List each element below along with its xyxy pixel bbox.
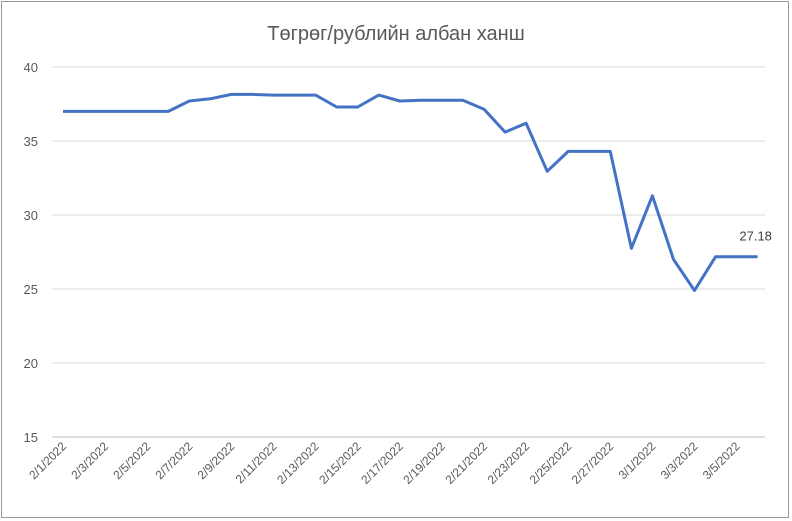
x-tick-label: 2/11/2022: [233, 439, 280, 486]
x-tick-label: 3/3/2022: [658, 439, 701, 482]
y-axis-ticks: 15 20 25 30 35 40: [24, 60, 38, 445]
y-tick-label: 20: [24, 356, 38, 371]
x-tick-label: 2/21/2022: [442, 439, 490, 487]
y-tick-label: 15: [24, 430, 38, 445]
gridlines: [52, 66, 765, 438]
x-tick-label: 2/3/2022: [68, 439, 111, 482]
x-tick-label: 3/5/2022: [700, 439, 743, 482]
x-tick-label: 2/9/2022: [195, 439, 238, 482]
x-tick-label: 2/23/2022: [485, 439, 533, 487]
x-tick-label: 2/15/2022: [316, 439, 364, 487]
x-tick-label: 2/25/2022: [527, 439, 575, 487]
y-tick-label: 35: [24, 134, 38, 149]
y-tick-label: 25: [24, 282, 38, 297]
x-tick-label: 3/1/2022: [616, 439, 659, 482]
y-tick-label: 30: [24, 208, 38, 223]
series-line: [63, 92, 758, 292]
x-tick-label: 2/7/2022: [152, 439, 195, 482]
x-tick-label: 2/1/2022: [26, 439, 69, 482]
last-point-data-label: 27.18: [739, 229, 772, 244]
x-tick-label: 2/19/2022: [400, 439, 448, 487]
x-tick-label: 2/5/2022: [110, 439, 153, 482]
chart-title: Төгрөг/рублийн албан ханш: [267, 23, 525, 45]
x-tick-label: 2/27/2022: [569, 439, 617, 487]
x-tick-label: 2/17/2022: [358, 439, 406, 487]
x-tick-label: 2/13/2022: [274, 439, 322, 487]
x-axis-ticks: 2/1/2022 2/3/2022 2/5/2022 2/7/2022 2/9/2022…: [26, 439, 743, 487]
y-tick-label: 40: [24, 60, 38, 75]
